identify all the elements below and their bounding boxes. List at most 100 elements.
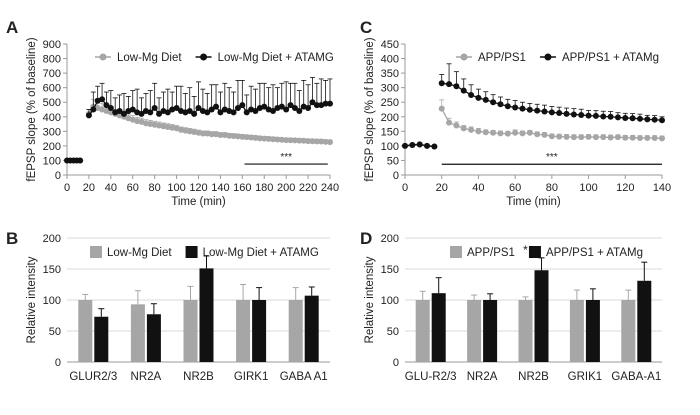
chart0-y-tick-label: 500 (43, 97, 61, 109)
chart1-series-0-point (578, 134, 585, 141)
chart2-bar-0 (236, 300, 251, 362)
chart1-series-0-point (622, 134, 629, 141)
chart3-bar-0 (569, 300, 584, 362)
chart2-y-axis-label: Relative intensity (26, 256, 38, 343)
chart0-series-1-point (217, 109, 224, 116)
chart2-category-label: GIRK1 (234, 371, 269, 383)
chart1-series-1-point (644, 116, 651, 123)
chart1-series-1-point (622, 114, 629, 121)
panel-b-bar-chart: 0 50 100 150 200 Relative intensity GLUR2/3 NR2… (26, 233, 330, 383)
chart0-series-1-point (239, 102, 246, 109)
chart1-y-tick-label: 200 (381, 112, 399, 124)
chart1-x-tick-label: 20 (436, 182, 448, 194)
chart0-series-0-point (208, 131, 215, 138)
chart1-x-tick-label: 120 (616, 182, 634, 194)
chart0-series-0-point (239, 133, 246, 140)
chart0-series-0-point (309, 138, 316, 145)
chart2-legend-swatch-1 (185, 246, 198, 258)
chart1-series-0-point (475, 128, 482, 135)
chart2-category-label: GLUR2/3 (69, 371, 117, 383)
chart0-series-1-point (261, 103, 268, 110)
chart1-series-1-baseline-point (402, 142, 408, 149)
chart0-series-0-point (305, 138, 312, 145)
chart0-y-tick-label: 700 (43, 68, 61, 80)
chart0-series-1-point (291, 105, 298, 112)
chart1-series-1-baseline-point (409, 142, 416, 149)
chart0-x-tick-label: 180 (255, 182, 273, 194)
chart3-y-tick-label: 200 (381, 233, 399, 245)
chart0-series-0-point (217, 131, 224, 138)
chart0-series-1-point (322, 100, 329, 107)
chart0-x-tick-label: 40 (105, 182, 117, 194)
panel-letter-b: B (6, 229, 18, 248)
chart1-significance-label: *** (546, 152, 558, 163)
chart1-series-0-point (512, 129, 519, 136)
chart3-bar-1 (483, 300, 498, 362)
chart2-legend-label-1: Low-Mg Diet + ATAMG (203, 247, 319, 259)
chart0-series-1-point (309, 99, 316, 106)
panel-a-line-chart: 0 100 200 300 400 500 600 700 800 900 0 20 40 60 80 100… (26, 37, 339, 208)
chart0-series-1-point (99, 96, 106, 103)
chart2-bar-0 (183, 300, 198, 362)
chart0-series-1-point (129, 106, 136, 113)
chart2-bar-1 (146, 314, 161, 362)
chart1-series-0-point (460, 125, 467, 132)
chart1-series-0-point (468, 126, 475, 133)
chart3-y-tick-label: 100 (381, 295, 399, 307)
chart1-series-0-point (614, 134, 621, 141)
chart1-series-0-point (534, 131, 541, 138)
chart1-series-1-point (490, 99, 497, 106)
chart2-bar-0 (130, 304, 145, 362)
chart1-series-1-point (578, 112, 585, 119)
panel-d-bar-chart: 0 50 100 150 200 Relative intensity GLU-R2/3 NR… (364, 233, 662, 383)
chart0-x-tick-label: 100 (167, 182, 185, 194)
chart0-legend-marker-1 (200, 53, 208, 61)
chart1-series-0-point (563, 133, 570, 140)
chart1-series-0-point (659, 135, 665, 142)
chart1-y-axis-label: fEPSP slope (% of baseline) (364, 37, 376, 181)
chart1-series-1-point (614, 114, 621, 121)
chart3-category-label: NR2B (518, 371, 549, 383)
chart1-series-0-point (548, 133, 555, 140)
chart0-y-tick-label: 900 (43, 39, 61, 51)
chart1-series-0-point (526, 129, 533, 136)
chart0-series-0-point (278, 136, 285, 143)
chart1-y-tick-label: 400 (381, 54, 399, 66)
chart1-series-1-point (460, 87, 467, 94)
chart1-y-tick-label: 150 (381, 126, 399, 138)
chart3-bar-0 (415, 300, 430, 362)
chart1-series-1-point (659, 117, 665, 124)
chart1-series-1-point (636, 115, 643, 122)
chart0-y-tick-label: 100 (43, 155, 61, 167)
chart0-series-1-point (138, 110, 145, 117)
chart3-y-tick-label: 150 (381, 264, 399, 276)
chart0-series-1-point (213, 103, 220, 110)
panel-letter-c: C (360, 18, 372, 37)
chart1-x-tick-label: 100 (579, 182, 597, 194)
chart0-series-1-point (230, 109, 237, 116)
chart3-legend-swatch-0 (450, 246, 462, 258)
chart1-series-0-point (446, 119, 453, 126)
chart0-series-0-point (296, 137, 303, 144)
chart2-bar-1 (252, 300, 267, 362)
chart1-series-1-point (556, 109, 563, 116)
chart0-series-1-point (191, 110, 198, 117)
chart1-y-tick-label: 300 (381, 83, 399, 95)
chart0-x-tick-label: 220 (299, 182, 317, 194)
chart2-legend-swatch-0 (90, 246, 102, 258)
chart0-series-1-point (270, 107, 277, 114)
chart3-bar-1 (431, 293, 446, 362)
chart1-series-1-point (607, 113, 614, 120)
chart1-legend-label-0: APP/PS1 (478, 52, 526, 64)
chart0-series-0-point (318, 138, 325, 145)
chart0-y-tick-label: 200 (43, 141, 61, 153)
chart0-series-1-point (278, 103, 285, 110)
chart2-y-tick-label: 200 (43, 233, 61, 245)
chart0-series-1-point (313, 102, 320, 109)
chart0-series-0-point (274, 136, 281, 143)
chart1-y-tick-label: 450 (381, 39, 399, 51)
chart3-y-tick-label: 0 (393, 357, 399, 369)
chart0-series-0-point (261, 135, 268, 142)
chart1-series-0-point (519, 130, 526, 137)
